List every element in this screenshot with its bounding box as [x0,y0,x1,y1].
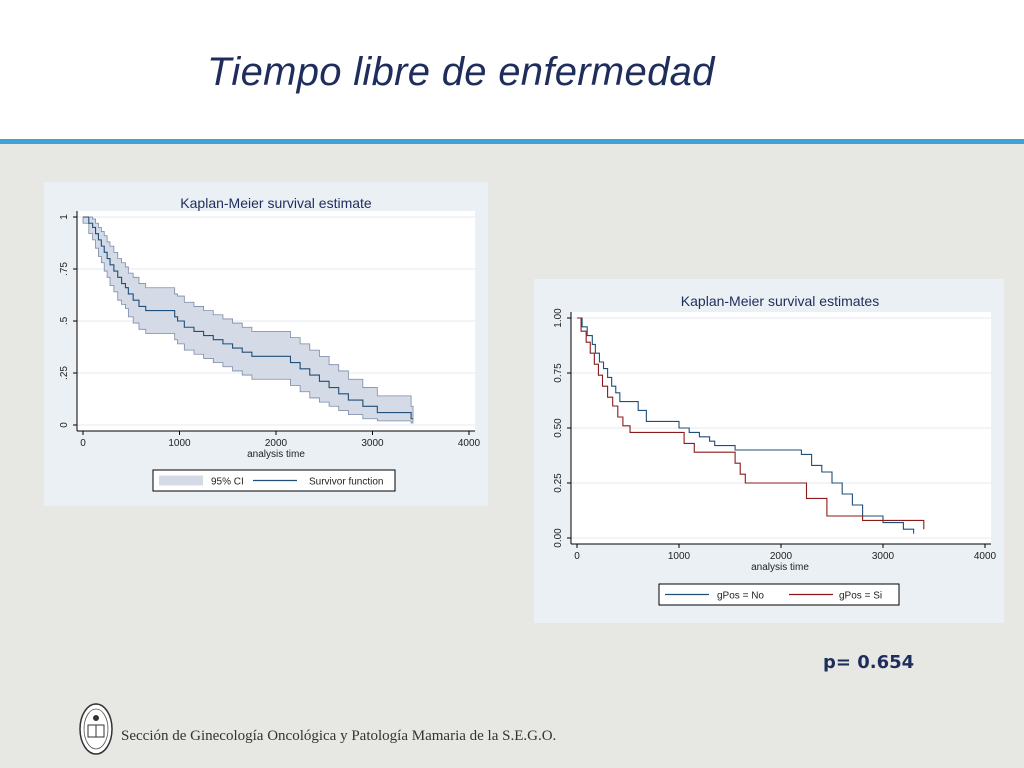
chart-svg: Kaplan-Meier survival estimate 0 .25 .5 .75 1… [59,195,481,492]
y-tick-label: 0.25 [553,473,564,493]
x-tick-label: 1000 [168,438,191,449]
sego-logo-icon [79,703,113,755]
km-chart-by-group: Kaplan-Meier survival estimates 0.00 0.25 0… [534,279,1004,623]
chart-title: Kaplan-Meier survival estimate [180,195,372,211]
p-value: p= 0.654 [823,652,915,673]
y-tick-label: 0.00 [553,528,564,548]
x-axis-label: analysis time [247,449,305,460]
y-tick-label: 0.50 [553,418,564,438]
x-tick-label: 3000 [872,551,895,562]
header-rule [0,139,1024,144]
slide-title: Tiempo libre de enfermedad [207,50,715,94]
x-axis-label: analysis time [751,562,809,573]
x-tick-label: 4000 [458,438,481,449]
y-tick-label: .75 [59,262,70,276]
slide-header [0,0,1024,139]
series-line-1 [577,317,925,530]
x-tick-label: 1000 [668,551,691,562]
x-tick-label: 0 [80,438,86,449]
chart-title: Kaplan-Meier survival estimates [681,293,879,309]
x-tick-label: 2000 [265,438,288,449]
x-tick-label: 4000 [974,551,997,562]
x-tick-label: 3000 [361,438,384,449]
legend-label: gPos = No [717,591,764,602]
chart-svg: Kaplan-Meier survival estimates 0.00 0.25 0… [553,293,997,606]
series-line-0 [577,317,915,534]
legend-box [658,583,900,606]
series-line-0 [83,216,414,420]
km-chart-overall: Kaplan-Meier survival estimate 0 .25 .5 .75 1… [44,182,488,506]
y-tick-label: 0.75 [553,363,564,383]
ci-band [82,216,414,424]
y-tick-label: .5 [59,316,70,325]
y-tick-label: 1 [59,214,70,220]
x-tick-label: 2000 [770,551,793,562]
legend-label: Survivor function [309,477,383,488]
legend-label: 95% CI [211,477,244,488]
y-tick-label: 1.00 [553,308,564,328]
footer-text: Sección de Ginecología Oncológica y Pato… [121,728,557,744]
legend-label: gPos = Si [839,591,882,602]
x-tick-label: 0 [574,551,580,562]
y-tick-label: .25 [59,366,70,380]
y-tick-label: 0 [59,422,70,428]
legend-swatch-ci [159,475,203,486]
